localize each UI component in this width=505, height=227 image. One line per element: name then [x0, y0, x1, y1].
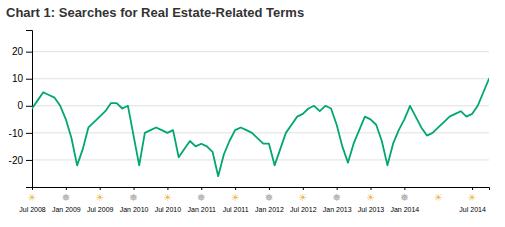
x-tick: Jan 2011 — [188, 187, 216, 213]
x-tick-label: Jul 2013 — [358, 206, 385, 213]
x-tick-label: Jul 2012 — [290, 206, 317, 213]
y-tick: 10 — [12, 73, 32, 84]
y-tick-mark — [26, 106, 32, 107]
marks — [32, 79, 489, 176]
x-tick-label: Jul 2014 — [459, 206, 486, 213]
y-axis-line — [26, 31, 33, 188]
x-tick-label: Jul 2009 — [87, 206, 114, 213]
x-tick-mark — [235, 187, 236, 190]
x-axis-line — [33, 188, 490, 191]
x-tick: Jan 2013 — [323, 187, 352, 213]
season-icon: ☀ — [298, 192, 307, 203]
grid-line — [32, 105, 489, 106]
x-tick: Jan 2012 — [255, 187, 284, 213]
x-tick-label: Jul 2008 — [19, 206, 46, 213]
x-tick-mark — [201, 187, 202, 190]
y-tick-mark — [26, 160, 32, 161]
season-icon: ☀ — [366, 192, 375, 203]
x-tick-mark — [32, 187, 33, 190]
x-tick-mark — [66, 187, 67, 190]
x-tick-label: Jan 2009 — [52, 206, 81, 213]
x-tick-label: Jan 2010 — [120, 206, 149, 213]
x-tick-label: Jan 2011 — [188, 206, 216, 213]
x-tick-label: Jan 2013 — [323, 206, 352, 213]
title: Chart 1: Searches for Real Estate-Relate… — [6, 5, 304, 20]
x-tick-mark — [134, 187, 135, 190]
x-tick-mark — [472, 187, 473, 190]
x-tick-mark — [371, 187, 372, 190]
y-tick: -20 — [9, 155, 32, 166]
season-icon: ❅ — [197, 192, 205, 203]
x-tick-label: Jan 2014 — [390, 206, 419, 213]
y-tick-label: 20 — [12, 46, 24, 57]
line — [32, 79, 489, 176]
x-tick-mark — [404, 187, 405, 190]
season-icon: ☀ — [231, 192, 240, 203]
season-icon: ☀ — [163, 192, 172, 203]
annotations: ☀ ❅ ☀ ❅ ☀ ❅ ☀ ❅ ☀ ❅ ☀ ❅ ☀ ☀ — [28, 192, 477, 203]
y-tick-mark — [26, 52, 32, 53]
x-tick-mark — [100, 187, 101, 190]
season-icon: ☀ — [28, 192, 37, 203]
y-tick-mark — [26, 79, 32, 80]
grid-line — [32, 132, 489, 133]
grid-line — [32, 159, 489, 160]
x-axis: Jul 2008 Jan 2009 Jul 2009 Jan 2010 Jul 2010… — [19, 187, 489, 213]
x-tick: Jul 2010 — [155, 187, 182, 213]
y-tick-mark — [26, 133, 32, 134]
grid-line — [32, 51, 489, 52]
y-tick-label: -20 — [9, 155, 24, 166]
season-icon: ☀ — [95, 192, 104, 203]
y-axis: -20 -10 0 10 20 — [9, 31, 33, 188]
y-tick: 20 — [12, 46, 32, 57]
x-tick-mark — [269, 187, 270, 190]
y-tick-label: -10 — [9, 128, 24, 139]
y-tick-label: 0 — [17, 100, 23, 111]
y-tick-label: 10 — [12, 73, 24, 84]
y-tick: -10 — [9, 128, 32, 139]
x-tick: Jul 2013 — [358, 187, 385, 213]
x-tick-label: Jul 2010 — [155, 206, 182, 213]
x-tick-mark — [337, 187, 338, 190]
x-tick: Jul 2012 — [290, 187, 317, 213]
season-icon: ❅ — [265, 192, 273, 203]
chart: Chart 1: Searches for Real Estate-Relate… — [0, 0, 505, 227]
y-tick: 0 — [17, 100, 32, 111]
x-tick-mark — [303, 187, 304, 190]
x-tick-label: Jan 2012 — [255, 206, 284, 213]
x-tick: Jan 2010 — [120, 187, 149, 213]
season-icon: ❅ — [400, 192, 408, 203]
season-icon: ❅ — [62, 192, 70, 203]
season-icon: ☀ — [434, 192, 443, 203]
x-tick-mark — [167, 187, 168, 190]
x-tick: Jul 2011 — [223, 187, 249, 213]
season-icon: ☀ — [468, 192, 477, 203]
x-tick: Jul 2009 — [87, 187, 114, 213]
plot: -20 -10 0 10 20 Jul 2008 Jan 2009 Jul 2009 Jan 2… — [9, 31, 490, 213]
x-tick: Jul 2014 — [459, 187, 486, 213]
x-tick-label: Jul 2011 — [223, 206, 249, 213]
grid-line — [32, 78, 489, 79]
x-tick: Jan 2014 — [390, 187, 419, 213]
season-icon: ❅ — [332, 192, 340, 203]
x-tick: Jan 2009 — [52, 187, 81, 213]
season-icon: ❅ — [129, 192, 137, 203]
grid — [32, 52, 489, 160]
x-tick: Jul 2008 — [19, 187, 46, 213]
